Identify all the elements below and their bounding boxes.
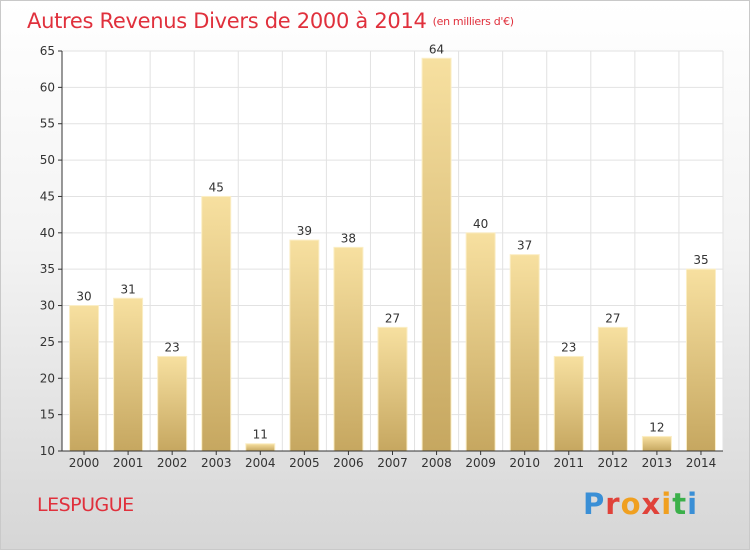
y-tick-label: 65 <box>40 44 55 58</box>
proxiti-logo: Proxiti <box>583 487 698 521</box>
bar <box>157 355 188 452</box>
chart-title-text: Autres Revenus Divers de 2000 à 2014 <box>27 9 427 33</box>
y-tick-label: 10 <box>40 444 55 458</box>
bar <box>553 355 584 452</box>
y-tick-label: 30 <box>40 299 55 313</box>
bar <box>245 443 276 452</box>
x-tick-label: 2000 <box>69 456 100 470</box>
x-tick-label: 2001 <box>113 456 144 470</box>
x-tick-label: 2008 <box>421 456 452 470</box>
x-tick-label: 2011 <box>553 456 584 470</box>
bar-value-label: 45 <box>209 180 224 194</box>
logo-letter: i <box>687 487 699 521</box>
bar-value-label: 27 <box>605 311 620 325</box>
bar <box>113 297 144 452</box>
y-tick-label: 20 <box>40 371 55 385</box>
bar <box>69 305 100 452</box>
bar <box>201 195 232 452</box>
x-tick-label: 2014 <box>686 456 717 470</box>
logo-letter: P <box>583 487 606 521</box>
logo-letter: o <box>620 487 642 521</box>
chart-title: Autres Revenus Divers de 2000 à 2014 (en … <box>27 9 514 33</box>
bar-value-label: 27 <box>385 311 400 325</box>
y-tick-label: 25 <box>40 335 55 349</box>
logo-letter: i <box>661 487 673 521</box>
logo-letter: x <box>641 487 662 521</box>
y-tick-label: 45 <box>40 189 55 203</box>
bar <box>421 57 452 452</box>
bar <box>685 268 716 452</box>
y-tick-label: 50 <box>40 153 55 167</box>
x-tick-label: 2009 <box>465 456 496 470</box>
bars: 30 31 23 45 11 39 38 27 64 40 37 23 27 12 35 <box>69 42 716 452</box>
bar <box>377 326 408 452</box>
y-tick-label: 35 <box>40 262 55 276</box>
bar-value-label: 35 <box>693 253 708 267</box>
x-tick-label: 2003 <box>201 456 232 470</box>
axes: 10 15 20 25 30 35 40 45 50 55 60 65 2000 2001 2002 2003… <box>40 44 723 470</box>
x-tick-label: 2012 <box>598 456 629 470</box>
bar-value-label: 12 <box>649 420 664 434</box>
y-tick-label: 15 <box>40 408 55 422</box>
bar-value-label: 11 <box>253 428 268 442</box>
bar <box>509 254 540 452</box>
bar-value-label: 37 <box>517 239 532 253</box>
bar <box>597 326 628 452</box>
bar-value-label: 23 <box>165 340 180 354</box>
bar-value-label: 30 <box>76 290 91 304</box>
bar-value-label: 40 <box>473 217 488 231</box>
bar <box>465 232 496 452</box>
logo-letter: t <box>672 487 688 521</box>
logo-letter: r <box>605 487 621 521</box>
chart-subtitle: (en milliers d'€) <box>432 15 514 28</box>
x-tick-label: 2013 <box>642 456 673 470</box>
bar-value-label: 23 <box>561 340 576 354</box>
place-name: LESPUGUE <box>37 494 134 516</box>
bar-value-label: 38 <box>341 231 356 245</box>
x-tick-label: 2002 <box>157 456 188 470</box>
x-tick-label: 2007 <box>377 456 408 470</box>
y-tick-label: 55 <box>40 117 55 131</box>
bar <box>289 239 320 452</box>
y-tick-label: 40 <box>40 226 55 240</box>
bar <box>333 246 364 452</box>
bar-value-label: 39 <box>297 224 312 238</box>
bar <box>641 435 672 452</box>
x-tick-label: 2006 <box>333 456 364 470</box>
bar-value-label: 31 <box>120 282 135 296</box>
y-tick-label: 60 <box>40 80 55 94</box>
x-tick-label: 2004 <box>245 456 276 470</box>
x-tick-label: 2010 <box>509 456 540 470</box>
bar-value-label: 64 <box>429 42 444 56</box>
x-tick-label: 2005 <box>289 456 320 470</box>
